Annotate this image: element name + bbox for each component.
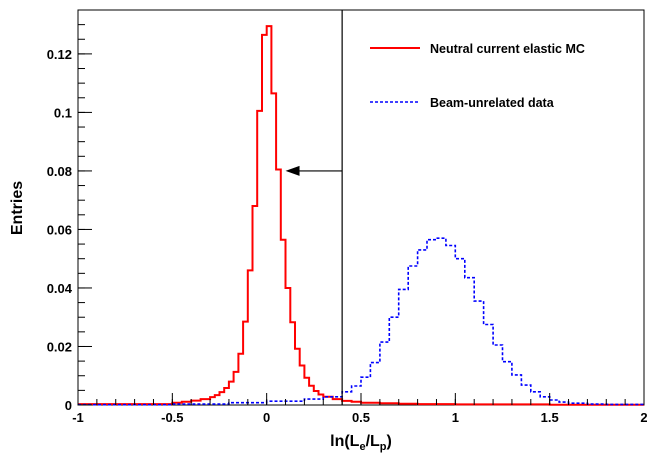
cut-layer	[285, 10, 343, 405]
y-tick-label-4: 0.08	[47, 164, 72, 179]
x-tick-label-1: -0.5	[161, 410, 183, 425]
series-layer	[78, 25, 645, 406]
y-tick-label-2: 0.04	[47, 281, 73, 296]
series-line-1	[78, 237, 645, 406]
x-axis-title-main: ln(L	[330, 433, 360, 450]
x-tick-label-4: 1	[452, 410, 459, 425]
x-tick-label-0: -1	[72, 410, 84, 425]
y-tick-label-5: 0.1	[54, 105, 72, 120]
x-axis-title-end: )	[387, 433, 392, 450]
x-axis-title: ln(Le/Lp)	[330, 433, 392, 453]
x-tick-label-6: 2	[640, 410, 647, 425]
x-tick-label-3: 0.5	[352, 410, 370, 425]
x-axis-title-sub1: e	[359, 441, 365, 453]
series-line-0	[78, 25, 644, 406]
axis-layer: -1 -0.5 0 0.5 1 1.5 2 0 0.02 0.04 0.06 0.08 0.1 0.12	[47, 9, 647, 425]
y-axis-title: Entries	[9, 181, 26, 235]
x-axis-title-sub2: p	[380, 441, 387, 453]
x-axis-title-mid: /L	[366, 433, 380, 450]
y-tick-label-1: 0.02	[47, 339, 72, 354]
x-tick-label-5: 1.5	[541, 410, 559, 425]
y-tick-label-0: 0	[65, 398, 72, 413]
plot-frame	[77, 9, 645, 406]
y-tick-label-3: 0.06	[47, 222, 72, 237]
x-tick-label-2: 0	[263, 410, 270, 425]
legend: Neutral current elastic MC Beam-unrelate…	[370, 42, 585, 110]
y-tick-label-6: 0.12	[47, 47, 72, 62]
legend-label-beam-unrelated: Beam-unrelated data	[430, 96, 555, 110]
cut-arrow-head	[285, 165, 300, 176]
legend-label-neutral-current: Neutral current elastic MC	[430, 42, 585, 56]
